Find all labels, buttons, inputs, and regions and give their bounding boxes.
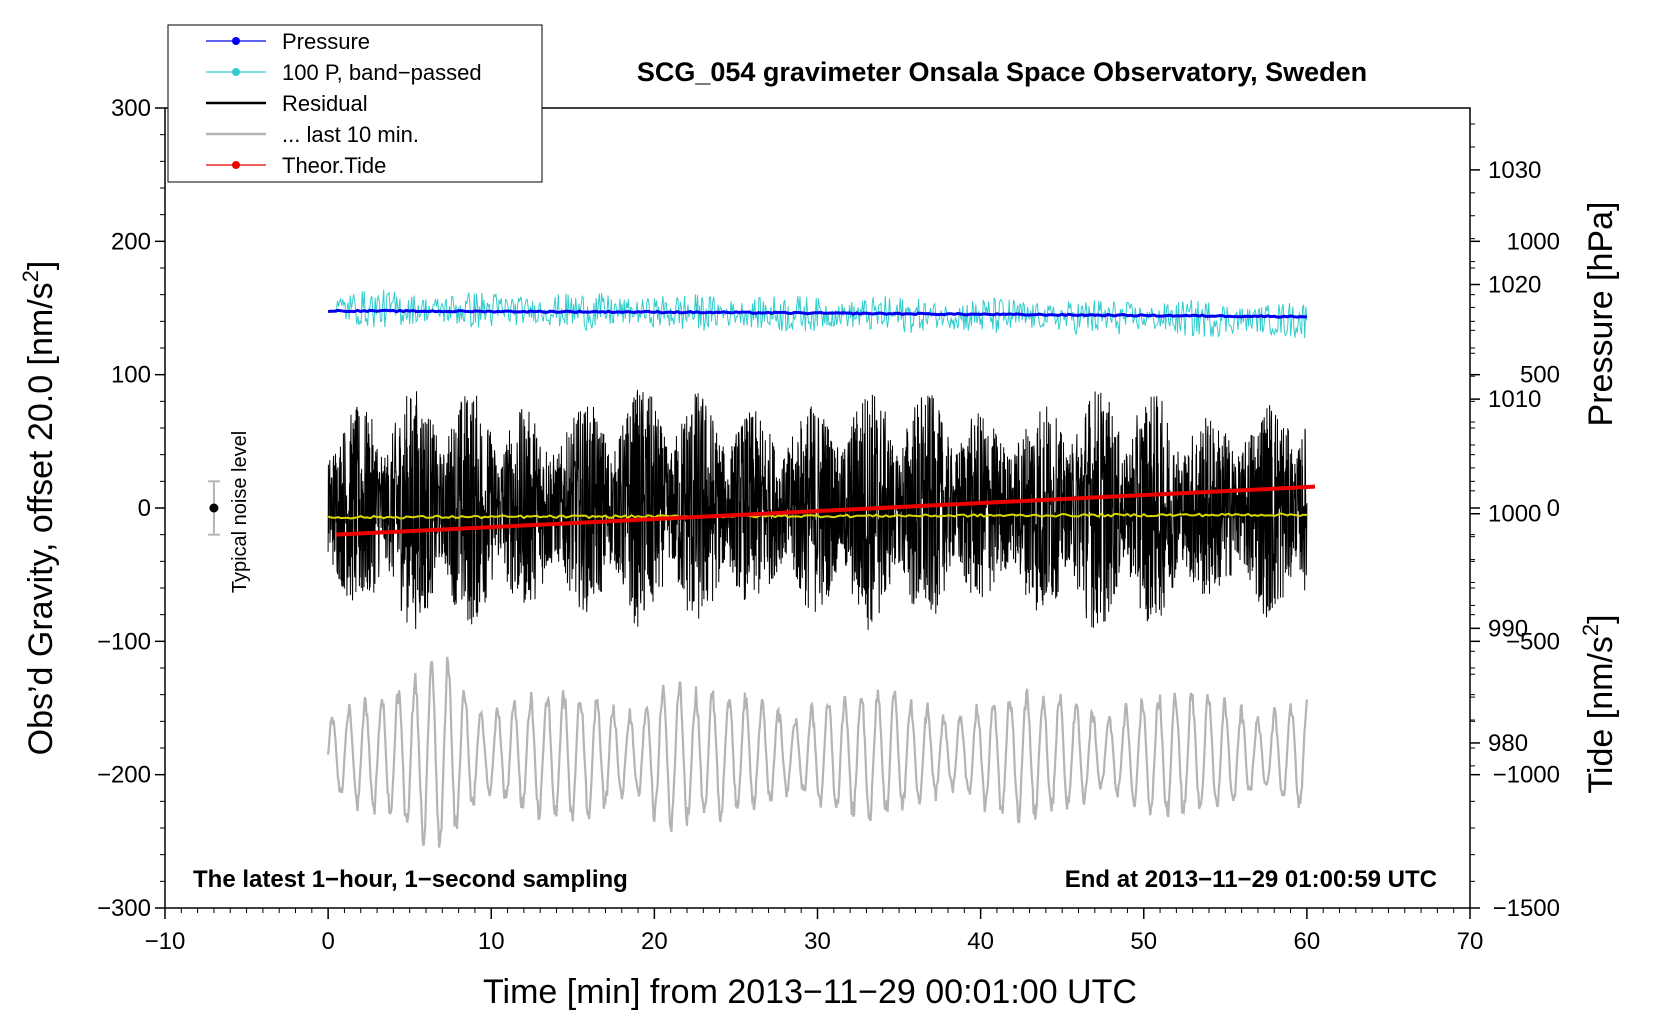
tide-tick-label: −1000 (1493, 762, 1560, 789)
legend-swatch-marker (232, 37, 240, 45)
x-tick-label: 70 (1457, 928, 1484, 955)
x-tick-label: 20 (641, 928, 668, 955)
legend-swatch-marker (232, 161, 240, 169)
y-axis-title-pressure: Pressure [hPa] (1582, 202, 1620, 427)
series-last-10-min (327, 656, 1308, 848)
series-theor-tide (336, 484, 1316, 537)
x-tick-label: 0 (321, 928, 334, 955)
y-tick-label: −100 (97, 628, 151, 655)
series-layer (327, 289, 1316, 848)
x-tick-label: −10 (145, 928, 186, 955)
tide-tick-label: 500 (1520, 362, 1560, 389)
legend-label: 100 P, band−passed (282, 60, 482, 85)
legend-label: Theor.Tide (282, 153, 386, 178)
noise-label: Typical noise level (229, 431, 251, 593)
pressure-tick-label: 980 (1488, 730, 1528, 757)
pressure-tick-label: 1000 (1488, 501, 1541, 528)
y-tick-label: 200 (111, 228, 151, 255)
pressure-tick-label: 1020 (1488, 272, 1541, 299)
tide-axis-ticks: 1000 500 0 −500 −1000 −1500 (1470, 228, 1560, 922)
tide-tick-label: −1500 (1493, 895, 1560, 922)
y-axis-title-tide-end: ] (1582, 614, 1620, 623)
x-axis-title: Time [min] from 2013−11−29 00:01:00 UTC (483, 973, 1137, 1011)
y-axis-title-tide-text: Tide [nm/s (1582, 636, 1620, 793)
legend-label: Residual (282, 91, 368, 116)
x-axis-ticks: −10 0 10 20 30 40 50 60 70 (145, 908, 1484, 955)
tide-tick-label: 1000 (1507, 228, 1560, 255)
noise-indicator: Typical noise level (207, 431, 251, 593)
x-tick-label: 50 (1130, 928, 1157, 955)
legend-label: Pressure (282, 29, 370, 54)
series-residual (327, 389, 1308, 630)
legend-item: Theor.Tide (206, 153, 386, 178)
legend: Pressure 100 P, band−passed Residual ... la… (167, 24, 543, 183)
series-pressure (328, 308, 1307, 319)
tide-tick-label: 0 (1547, 495, 1560, 522)
y-tick-label: 0 (138, 495, 151, 522)
legend-item: Residual (206, 91, 368, 116)
noise-bar-center (209, 503, 219, 513)
x-tick-label: 60 (1294, 928, 1321, 955)
pressure-tick-label: 1030 (1488, 157, 1541, 184)
y-tick-label: −200 (97, 762, 151, 789)
legend-swatch-marker (232, 68, 240, 76)
y-axis-title-left-end: ] (22, 261, 60, 270)
annotation-left: The latest 1−hour, 1−second sampling (193, 866, 628, 893)
y-axis-title-tide: Tide [nm/s2] (1578, 614, 1620, 793)
legend-item: ... last 10 min. (206, 122, 419, 147)
y-axis-title-left: Obs’d Gravity, offset 20.0 [nm/s2] (18, 261, 60, 756)
legend-item: Pressure (206, 29, 370, 54)
y-axis-title-tide-sup: 2 (1578, 624, 1603, 636)
series-residual-mean (327, 512, 1308, 520)
x-tick-label: 30 (804, 928, 831, 955)
y-axis-title-left-sup: 2 (18, 270, 43, 282)
pressure-tick-label: 990 (1488, 615, 1528, 642)
legend-item: 100 P, band−passed (206, 60, 482, 85)
gravity-axis-ticks: 300 200 100 0 −100 −200 −300 (97, 95, 165, 922)
legend-label: ... last 10 min. (282, 122, 419, 147)
y-tick-label: −300 (97, 895, 151, 922)
y-axis-title-left-text: Obs’d Gravity, offset 20.0 [nm/s (22, 282, 60, 755)
pressure-axis-ticks: 1030 1020 1010 1000 990 980 (1470, 123, 1541, 767)
y-tick-label: 100 (111, 362, 151, 389)
legend-items: Pressure 100 P, band−passed Residual ... la… (206, 29, 482, 178)
annotation-right: End at 2013−11−29 01:00:59 UTC (1065, 866, 1437, 893)
pressure-tick-label: 1010 (1488, 386, 1541, 413)
y-tick-label: 300 (111, 95, 151, 122)
x-tick-label: 10 (478, 928, 505, 955)
x-tick-label: 40 (967, 928, 994, 955)
tide-tick-label: −500 (1506, 628, 1560, 655)
chart-title: SCG_054 gravimeter Onsala Space Observat… (637, 57, 1367, 87)
